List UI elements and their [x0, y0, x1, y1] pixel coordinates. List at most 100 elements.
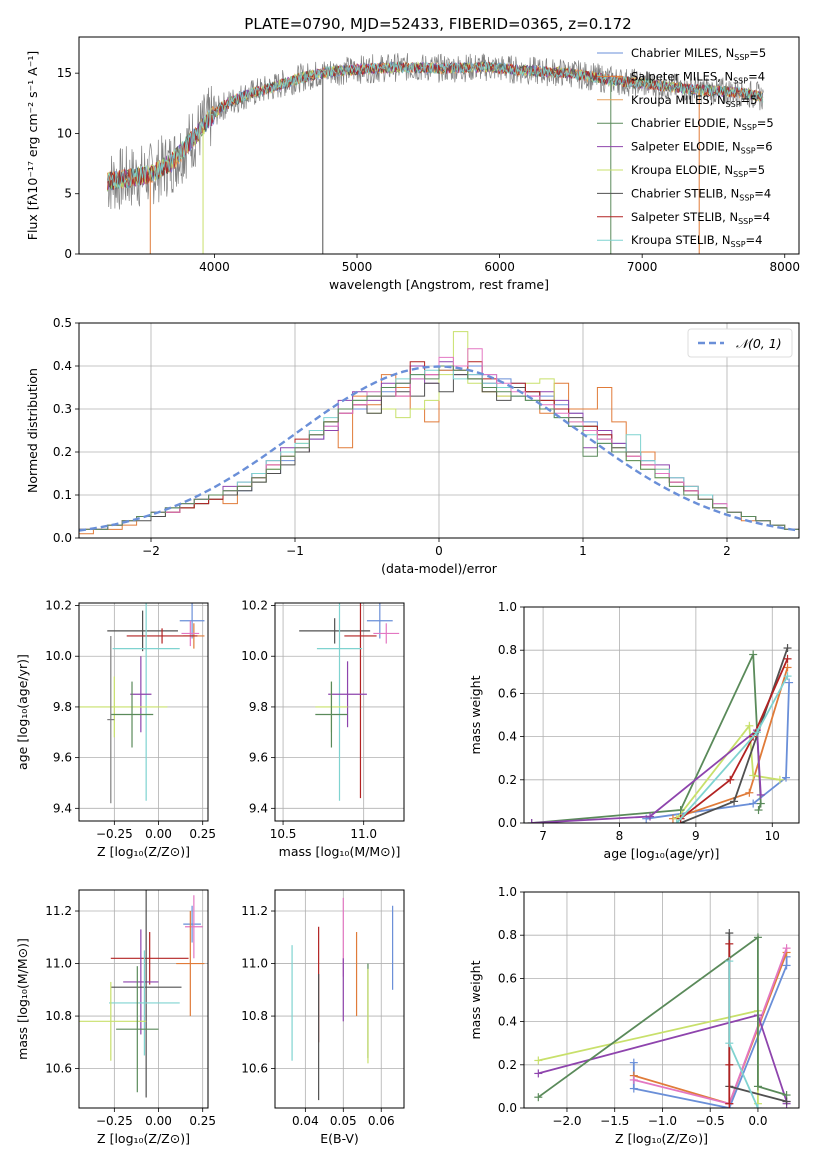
mass-weight-line — [646, 682, 790, 820]
y-tick-label: 10.6 — [45, 1062, 72, 1076]
figure-title: PLATE=0790, MJD=52433, FIBERID=0365, z=0… — [244, 15, 631, 33]
x-tick-label: 9 — [692, 829, 700, 843]
x-tick-label: 8000 — [769, 260, 800, 274]
y-tick-label: 0.5 — [53, 316, 72, 330]
x-axis-label: mass [log₁₀(M/M⊙)] — [279, 844, 401, 859]
plot-area — [79, 890, 205, 1098]
y-tick-label: 0.4 — [498, 730, 517, 744]
y-tick-label: 9.6 — [53, 751, 72, 765]
y-axis-label: mass weight — [468, 960, 483, 1039]
y-axis-label: age [log₁₀(age/yr)] — [15, 654, 30, 770]
y-axis-label: Normed distribution — [25, 368, 40, 493]
x-tick-label: 10.5 — [270, 827, 297, 841]
x-axis-label: Z [log₁₀(Z/Z⊙)] — [97, 1131, 190, 1146]
y-tick-label: 0.0 — [53, 531, 72, 545]
legend-sub: SSP — [734, 53, 749, 62]
axes-frame — [274, 602, 405, 822]
legend-sub: SSP — [731, 240, 746, 249]
legend-label: Chabrier MILES, NSSP=5 — [631, 46, 766, 62]
y-tick-label: 10.8 — [45, 1009, 72, 1023]
y-tick-label: 11.0 — [241, 957, 268, 971]
legend-label: 𝒩(0, 1) — [736, 336, 782, 351]
x-tick-label: 0.0 — [748, 1114, 767, 1128]
plot-area — [299, 603, 400, 801]
legend: Chabrier MILES, NSSP=5 Salpeter MILES, NS… — [597, 46, 774, 249]
legend-box — [687, 328, 793, 358]
residual-histogram-panel: −2 −1 0 1 2 0.0 0.1 0.2 0.3 0.4 0.5 (data-model)/er… — [25, 316, 800, 576]
x-tick-label: −2.0 — [552, 1114, 581, 1128]
x-tick-label: 5000 — [342, 260, 373, 274]
legend-sub: SSP — [733, 76, 748, 85]
x-tick-label: 7 — [539, 829, 547, 843]
y-tick-label: 11.0 — [45, 957, 72, 971]
legend-sub: SSP — [742, 123, 757, 132]
legend-sub: SSP — [741, 147, 756, 156]
x-tick-label: 0.06 — [368, 1114, 395, 1128]
y-axis-label: mass [log₁₀(M/M⊙)] — [15, 938, 30, 1060]
legend-post: =4 — [746, 233, 763, 247]
x-tick-label: −2 — [142, 544, 160, 558]
x-axis-label: E(B-V) — [320, 1131, 359, 1146]
mass-weight-vs-age-panel: 7 8 9 10 0.0 0.2 0.4 0.6 0.8 1.0 age [log₁₀(age/yr… — [468, 600, 800, 861]
mass-weight-line — [680, 658, 789, 820]
x-tick-label: 1 — [579, 544, 587, 558]
y-tick-label: 10.2 — [241, 599, 268, 613]
axes-frame — [78, 36, 800, 255]
mass-weight-vs-metallicity-panel: −2.0 −1.5 −1.0 −0.5 0.0 0.0 0.2 0.4 0.6 0.8 1.0 Z [… — [468, 885, 800, 1146]
plot-area — [291, 897, 394, 1101]
x-tick-label: 8 — [616, 829, 624, 843]
y-tick-label: 0.4 — [53, 359, 72, 373]
x-tick-label: 0 — [435, 544, 443, 558]
plot-area — [79, 603, 205, 804]
mass-weight-line — [728, 961, 759, 1108]
mass-weight-line — [672, 667, 789, 820]
legend-label: Chabrier ELODIE, NSSP=5 — [631, 116, 774, 132]
y-tick-label: 1.0 — [498, 600, 517, 614]
age-vs-metallicity-panel: −0.25 0.00 0.25 9.4 9.6 9.8 10.0 10.2 Z [log₁₀(Z… — [15, 599, 216, 859]
x-tick-label: −0.5 — [696, 1114, 725, 1128]
y-tick-label: 0.2 — [53, 445, 72, 459]
plot-area — [79, 331, 799, 538]
legend-post: =4 — [753, 210, 770, 224]
y-tick-label: 0.8 — [498, 643, 517, 657]
y-tick-label: 9.4 — [53, 801, 72, 815]
y-tick-label: 9.8 — [249, 700, 268, 714]
legend-sub: SSP — [738, 217, 753, 226]
y-tick-label: 0.1 — [53, 488, 72, 502]
y-tick-label: 10.8 — [241, 1009, 268, 1023]
model-spectrum-line — [107, 61, 764, 190]
x-tick-label: 11.0 — [350, 827, 377, 841]
mass-weight-line — [531, 654, 762, 823]
x-tick-label: −1.5 — [600, 1114, 629, 1128]
x-tick-label: −0.25 — [96, 827, 133, 841]
y-tick-label: 11.2 — [241, 904, 268, 918]
legend-post: =5 — [741, 93, 758, 107]
legend-label: Salpeter ELODIE, NSSP=6 — [631, 140, 773, 156]
plot-area — [107, 53, 764, 254]
y-axis-label: mass weight — [468, 675, 483, 754]
y-tick-label: 0.0 — [498, 816, 517, 830]
x-tick-label: −0.25 — [96, 1114, 133, 1128]
age-vs-mass-panel: 10.5 11.0 9.4 9.6 9.8 10.0 10.2 mass [log₁₀(M/M… — [241, 599, 405, 859]
x-tick-label: 0.00 — [145, 1114, 172, 1128]
x-axis-label: Z [log₁₀(Z/Z⊙)] — [615, 1131, 708, 1146]
y-tick-label: 0.0 — [498, 1101, 517, 1115]
y-tick-label: 10.2 — [45, 599, 72, 613]
legend-post: =6 — [756, 140, 773, 154]
y-tick-label: 11.2 — [45, 904, 72, 918]
legend-label: Kroupa STELIB, NSSP=4 — [631, 233, 762, 249]
y-tick-label: 10.6 — [241, 1062, 268, 1076]
axes-frame — [78, 602, 209, 822]
y-tick-label: 0.3 — [53, 402, 72, 416]
y-axis-label: Flux [fλ10⁻¹⁷ erg cm⁻² s⁻¹ A⁻¹] — [25, 51, 40, 240]
legend-label: Kroupa ELODIE, NSSP=5 — [631, 163, 765, 179]
mass-weight-line — [680, 647, 789, 823]
legend-sub: SSP — [733, 170, 748, 179]
x-tick-label: −1.0 — [648, 1114, 677, 1128]
axes-frame — [274, 889, 405, 1109]
y-tick-label: 10.0 — [45, 649, 72, 663]
y-tick-label: 9.4 — [249, 801, 268, 815]
y-tick-label: 0.6 — [498, 686, 517, 700]
mass-weight-line — [537, 935, 787, 1098]
y-tick-label: 9.8 — [53, 700, 72, 714]
